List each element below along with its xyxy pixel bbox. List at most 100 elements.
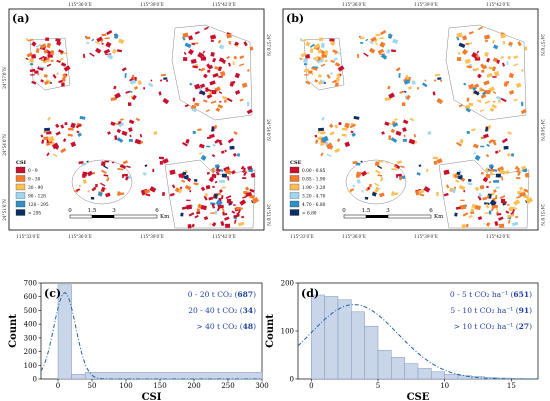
scale-a-0: 0 — [68, 208, 72, 214]
hist-d-annotation-2: > 10 t CO₂ ha⁻¹ (27) — [454, 322, 532, 331]
top-tick-a-1: 115°39′0″E — [140, 2, 164, 7]
scale-bar-a: 0 1.5 3 6 Km — [68, 208, 170, 220]
legend-b-swatch-1 — [289, 175, 300, 182]
top-tick-a-0: 115°36′0″E — [68, 2, 92, 7]
left-tick-a-2: 24°51′0″N — [2, 199, 7, 221]
hist-c-bar-2 — [84, 372, 263, 380]
hist-d-bar-4 — [364, 325, 379, 380]
hist-c-fit-curve — [40, 292, 262, 380]
hist-c-ytick-label-6: 600 — [24, 293, 37, 301]
legend-a-swatch-0 — [15, 166, 26, 174]
hist-d-bar-5 — [377, 349, 392, 380]
right-tick-a-0: 24°57′0″N — [266, 34, 271, 56]
bottom-tick-b-2: 115°39′0″E — [414, 234, 438, 239]
hist-c-annotation-1: 20 - 40 t CO₂ (34) — [188, 306, 256, 315]
hist-d-bar-6 — [391, 357, 405, 380]
hist-d-xlabel: CSE — [407, 392, 430, 401]
legend-a-label-4: 128 - 295 — [28, 203, 49, 208]
legend-b-label-0: 0.00 - 0.85 — [302, 169, 326, 174]
legend-b-swatch-5 — [289, 209, 300, 216]
scale-b-0: 0 — [342, 208, 346, 214]
legend-b-label-2: 1.90 - 3.20 — [302, 186, 326, 191]
hist-c-bar-0 — [57, 284, 72, 380]
hist-c-xtick-label-2: 100 — [119, 382, 132, 390]
hist-c-xtick-label-6: 300 — [255, 382, 268, 390]
panel-a-label: (a) — [12, 12, 30, 25]
scale-a-3: 6 — [155, 208, 159, 214]
hist-c-xtick-label-5: 250 — [221, 382, 234, 390]
histogram-panel-d: 0 5 10 15 0 100 200 CSE Count (d) 0 - 5 t CO₂ ha⁻¹… — [265, 280, 539, 401]
legend-b-label-3: 3.20 - 4.70 — [302, 195, 326, 200]
scale-b-1: 1.5 — [362, 208, 371, 214]
legend-a-swatch-2 — [15, 183, 26, 191]
right-tick-a-2: 24°51′0″N — [266, 204, 271, 226]
hist-c-xtick-label-3: 150 — [153, 382, 166, 390]
legend-b-label-1: 0.85 - 1.90 — [302, 178, 326, 183]
legend-b-swatch-2 — [289, 183, 300, 191]
legend-b-label-5: > 6.80 — [302, 212, 317, 217]
hist-d-ylabel: Count — [265, 314, 276, 348]
bottom-tick-a-3: 115°42′0″E — [212, 234, 236, 239]
bottom-tick-b-1: 115°36′0″E — [342, 234, 366, 239]
histogram-panel-c: 0 50 100 150 200 250 300 0 100 200 300 400 500 600 700… — [8, 280, 269, 401]
hist-d-xtick-label-1: 5 — [376, 382, 380, 390]
legend-a: CSI 0 - 9 9 - 30 30 - 90 90 - 128 128 - 295 >… — [15, 160, 49, 217]
hist-d-ytick-label-2: 200 — [281, 280, 294, 288]
legend-a-swatch-5 — [15, 209, 26, 216]
scale-b-unit: Km — [434, 214, 444, 220]
right-tick-b-2: 24°51′0″N — [540, 204, 545, 226]
hist-c-ylabel: Count — [8, 314, 19, 348]
bottom-tick-a-2: 115°39′0″E — [140, 234, 164, 239]
scale-a-1: 1.5 — [88, 208, 97, 214]
hist-d-bar-8 — [417, 368, 432, 380]
panel-b-label: (b) — [286, 12, 304, 25]
hist-c-annotation-2: > 40 t CO₂ (48) — [196, 322, 256, 331]
scale-b-3: 6 — [429, 208, 433, 214]
hist-c-ytick-label-4: 400 — [24, 321, 37, 329]
legend-a-label-3: 90 - 128 — [28, 195, 46, 200]
hist-d-fit-curve — [297, 304, 538, 380]
top-tick-b-1: 115°39′0″E — [414, 2, 438, 7]
legend-a-label-5: > 295 — [28, 212, 41, 217]
hist-d-annotation-1: 5 - 10 t CO₂ ha⁻¹ (91) — [450, 306, 532, 315]
bottom-tick-b-0: 115°33′0″E — [290, 234, 314, 239]
hist-c-bar-1 — [71, 374, 86, 380]
hist-c-ytick-label-1: 100 — [24, 362, 37, 370]
legend-b-swatch-0 — [289, 166, 300, 174]
top-tick-a-2: 115°42′0″E — [212, 2, 236, 7]
patches-a — [25, 26, 260, 229]
hist-c-xtick-label-4: 200 — [187, 382, 200, 390]
legend-b-swatch-3 — [289, 192, 300, 199]
hist-d-bar-9 — [431, 371, 445, 380]
hist-c-ytick-label-2: 200 — [24, 348, 37, 356]
hist-d-ytick-label-0: 0 — [290, 376, 294, 384]
top-tick-b-2: 115°42′0″E — [486, 2, 510, 7]
hist-d-bar-0 — [311, 294, 325, 380]
legend-a-swatch-3 — [15, 192, 26, 199]
left-tick-a-0: 24°57′0″N — [2, 67, 7, 89]
hist-d-ytick-label-1: 100 — [281, 328, 294, 336]
legend-b: CSE 0.00 - 0.85 0.85 - 1.90 1.90 - 3.20 3.2… — [289, 160, 326, 217]
hist-c-ytick-label-3: 300 — [24, 334, 37, 342]
hist-c-ytick-label-0: 0 — [33, 376, 37, 384]
legend-a-label-1: 9 - 30 — [28, 178, 41, 183]
hist-d-bar-10 — [444, 373, 459, 380]
legend-a-title: CSI — [16, 160, 27, 166]
hist-c-ytick-label-5: 500 — [24, 307, 37, 315]
legend-a-label-0: 0 - 9 — [28, 169, 38, 174]
hist-d-xtick-label-3: 15 — [507, 382, 516, 390]
hist-c-panel-label: (c) — [44, 287, 61, 300]
hist-d-bar-3 — [351, 311, 365, 380]
map-panel-b: (b) 115°36′0″E 115°39′0″E 115°42′0″E 115… — [282, 2, 545, 239]
hist-c-xtick-label-0: 0 — [56, 382, 60, 390]
legend-a-swatch-4 — [15, 200, 26, 208]
legend-b-label-4: 4.70 - 6.80 — [302, 203, 326, 208]
hist-d-xtick-label-0: 0 — [309, 382, 313, 390]
hist-c-plot-area — [40, 282, 263, 380]
legend-b-swatch-4 — [289, 200, 300, 208]
right-tick-a-1: 24°54′0″N — [266, 119, 271, 141]
hist-c-xlabel: CSI — [142, 392, 162, 401]
map-panel-a: (a) 115°36′0″E 115°39′0″E 115°42′0″E 115… — [2, 2, 271, 239]
legend-a-swatch-1 — [15, 175, 26, 182]
